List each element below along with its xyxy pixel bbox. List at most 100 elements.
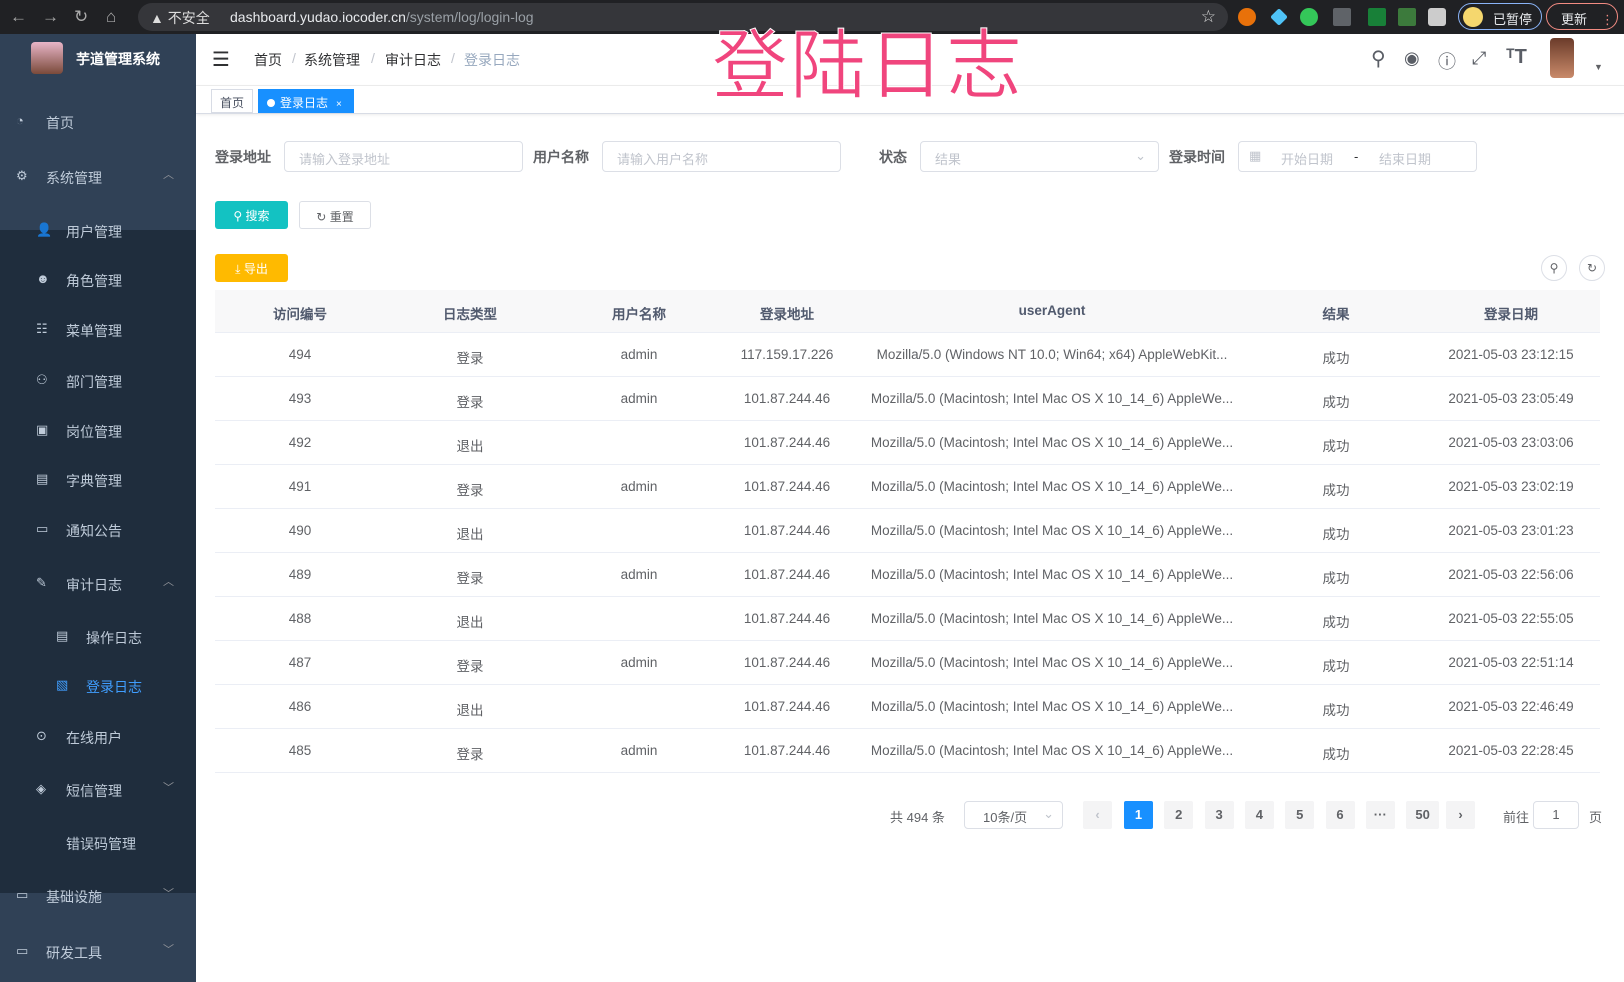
sidebar-item-3[interactable]: 👤 用户管理 xyxy=(0,206,196,256)
table-cell: 101.87.244.46 xyxy=(743,655,831,670)
sidebar-item-1[interactable]: ◔ 首页 xyxy=(0,97,196,147)
puzzle-icon[interactable] xyxy=(1428,8,1446,26)
font-size-icon[interactable]: ᵀT xyxy=(1506,46,1527,68)
extension-icon[interactable] xyxy=(1333,8,1351,26)
back-icon[interactable]: ← xyxy=(10,7,27,26)
chevron-down-icon: ﹀ xyxy=(163,888,174,900)
time-label: 登录时间 xyxy=(1169,149,1225,165)
tool-icon: ▭ xyxy=(16,943,29,958)
page-button[interactable]: 5 xyxy=(1285,801,1315,829)
sidebar-item-13[interactable]: ⊙ 在线用户 xyxy=(0,712,196,762)
breadcrumb-item[interactable]: 审计日志 xyxy=(385,52,441,68)
hamburger-icon[interactable]: ☰ xyxy=(212,49,230,71)
sidebar-item-17[interactable]: ▭ 研发工具 ﹀ xyxy=(0,927,196,977)
sidebar-item-7[interactable]: ▣ 岗位管理 xyxy=(0,406,196,456)
sidebar-item-9[interactable]: ▭ 通知公告 xyxy=(0,505,196,555)
sidebar-item-6[interactable]: ⚇ 部门管理 xyxy=(0,356,196,406)
security-warning[interactable]: ▲ 不安全 xyxy=(150,10,210,26)
table-row: 493 登录 admin 101.87.244.46 Mozilla/5.0 (Maci… xyxy=(215,377,1600,421)
tag-login-log[interactable]: 登录日志 × xyxy=(258,89,354,113)
logo[interactable]: 芋道管理系统 xyxy=(0,34,196,86)
breadcrumb-item[interactable]: 首页 xyxy=(254,52,282,68)
extension-icon[interactable] xyxy=(1368,8,1386,26)
page-button[interactable]: 4 xyxy=(1244,801,1274,829)
sidebar-item-5[interactable]: ☷ 菜单管理 xyxy=(0,305,196,355)
caret-down-icon[interactable]: ▼ xyxy=(1594,62,1603,72)
username-input[interactable]: 请输入用户名称 xyxy=(602,141,841,172)
github-icon[interactable]: ◉ xyxy=(1404,48,1420,68)
sidebar-item-10[interactable]: ✎ 审计日志 ︿ xyxy=(0,559,196,609)
sidebar: 芋道管理系统 ◔ 首页 ⚙ 系统管理 ︿ 👤 用户管理 ☻ 角色管理 ☷ 菜单管理 ⚇ 部门管理 ▣ 岗位管… xyxy=(0,34,196,982)
more-pages-button[interactable]: ··· xyxy=(1365,801,1395,829)
fullscreen-icon[interactable]: ⤢ xyxy=(1472,48,1487,68)
prev-page-button[interactable]: ‹ xyxy=(1083,801,1112,829)
sidebar-item-8[interactable]: ▤ 字典管理 xyxy=(0,455,196,505)
ip-input[interactable]: 请输入登录地址 xyxy=(284,141,523,172)
sidebar-item-label: 岗位管理 xyxy=(66,424,122,440)
sidebar-item-16[interactable]: ▭ 基础设施 ﹀ xyxy=(0,871,196,921)
toggle-search-button[interactable]: ⚲ xyxy=(1541,255,1567,281)
home-icon[interactable]: ⌂ xyxy=(106,7,117,26)
column-header: 登录日期 xyxy=(1484,307,1538,322)
sms-icon: ◈ xyxy=(36,781,46,796)
page-button[interactable]: 2 xyxy=(1164,801,1194,829)
page-size-select[interactable]: 10条/页 ⌄ xyxy=(964,801,1063,829)
sidebar-item-label: 短信管理 xyxy=(66,783,122,799)
table-cell: Mozilla/5.0 (Macintosh; Intel Mac OS X 1… xyxy=(870,611,1234,626)
table-cell: 489 xyxy=(288,567,312,582)
close-icon[interactable]: × xyxy=(336,99,342,110)
sidebar-item-12[interactable]: ▧ 登录日志 xyxy=(0,661,196,711)
page-button[interactable]: 6 xyxy=(1325,801,1355,829)
column-header: 用户名称 xyxy=(612,307,666,322)
sidebar-item-14[interactable]: ◈ 短信管理 ﹀ xyxy=(0,765,196,815)
refresh-button[interactable]: ↻ xyxy=(1579,255,1605,281)
download-icon: ⤓ xyxy=(235,262,244,276)
page-button[interactable]: 3 xyxy=(1204,801,1234,829)
search-label: 搜索 xyxy=(245,209,270,223)
forward-icon[interactable]: → xyxy=(42,7,59,26)
export-button[interactable]: ⤓ 导出 xyxy=(215,254,288,282)
reset-button[interactable]: ↻ 重置 xyxy=(299,201,371,229)
extension-icon[interactable] xyxy=(1238,8,1256,26)
extension-icon[interactable] xyxy=(1270,8,1288,26)
sidebar-item-15[interactable]: 错误码管理 xyxy=(0,818,196,868)
navbar: ☰ 首页 / 系统管理 / 审计日志 / 登录日志 ⚲ ◉ ⓘ ⤢ ᵀT ▼ xyxy=(196,34,1624,86)
address-bar[interactable]: ▲ 不安全 dashboard.yudao.iocoder.cn/system/… xyxy=(138,3,1228,31)
update-button[interactable]: 更新 ⋮ xyxy=(1546,3,1618,30)
goto-page-input[interactable]: 1 xyxy=(1533,801,1579,829)
end-date-input[interactable]: 结束日期 xyxy=(1379,152,1432,167)
extension-icon[interactable] xyxy=(1398,8,1416,26)
help-icon[interactable]: ⓘ xyxy=(1438,52,1456,72)
search-icon[interactable]: ⚲ xyxy=(1371,48,1386,70)
date-range-picker[interactable]: ▦ 开始日期 - 结束日期 xyxy=(1238,141,1477,172)
sidebar-item-2[interactable]: ⚙ 系统管理 ︿ xyxy=(0,152,196,202)
sidebar-item-4[interactable]: ☻ 角色管理 xyxy=(0,255,196,305)
tag-home[interactable]: 首页 xyxy=(211,89,254,113)
profile-button[interactable]: 已暂停 xyxy=(1458,3,1542,30)
bookmark-star-icon[interactable]: ☆ xyxy=(1200,7,1216,26)
status-select[interactable]: 结果 ⌄ xyxy=(920,141,1159,172)
table-row: 489 登录 admin 101.87.244.46 Mozilla/5.0 (Maci… xyxy=(215,553,1600,597)
table-cell: 101.87.244.46 xyxy=(743,523,831,538)
sidebar-item-11[interactable]: ▤ 操作日志 xyxy=(0,612,196,662)
table-cell: 成功 xyxy=(1322,747,1350,762)
table-cell: 成功 xyxy=(1322,703,1350,718)
table-cell: 成功 xyxy=(1322,483,1350,498)
url-text[interactable]: dashboard.yudao.iocoder.cn/system/log/lo… xyxy=(230,9,534,25)
table-cell: admin xyxy=(620,391,658,406)
next-page-button[interactable]: › xyxy=(1446,801,1475,829)
search-button[interactable]: ⚲ 搜索 xyxy=(215,201,288,229)
table-cell: 成功 xyxy=(1322,659,1350,674)
table-cell: 2021-05-03 22:55:05 xyxy=(1448,611,1574,626)
username-label: 用户名称 xyxy=(533,149,589,165)
logo-image xyxy=(31,42,63,74)
reload-icon[interactable]: ↻ xyxy=(74,7,89,26)
user-avatar[interactable] xyxy=(1550,38,1574,78)
start-date-input[interactable]: 开始日期 xyxy=(1281,152,1334,167)
table-cell: 登录 xyxy=(456,351,484,366)
page-button[interactable]: 50 xyxy=(1406,801,1440,829)
page-button[interactable]: 1 xyxy=(1124,801,1153,829)
extension-icon[interactable] xyxy=(1300,8,1318,26)
breadcrumb-item[interactable]: 系统管理 xyxy=(304,52,360,68)
table-cell: 485 xyxy=(288,743,312,758)
